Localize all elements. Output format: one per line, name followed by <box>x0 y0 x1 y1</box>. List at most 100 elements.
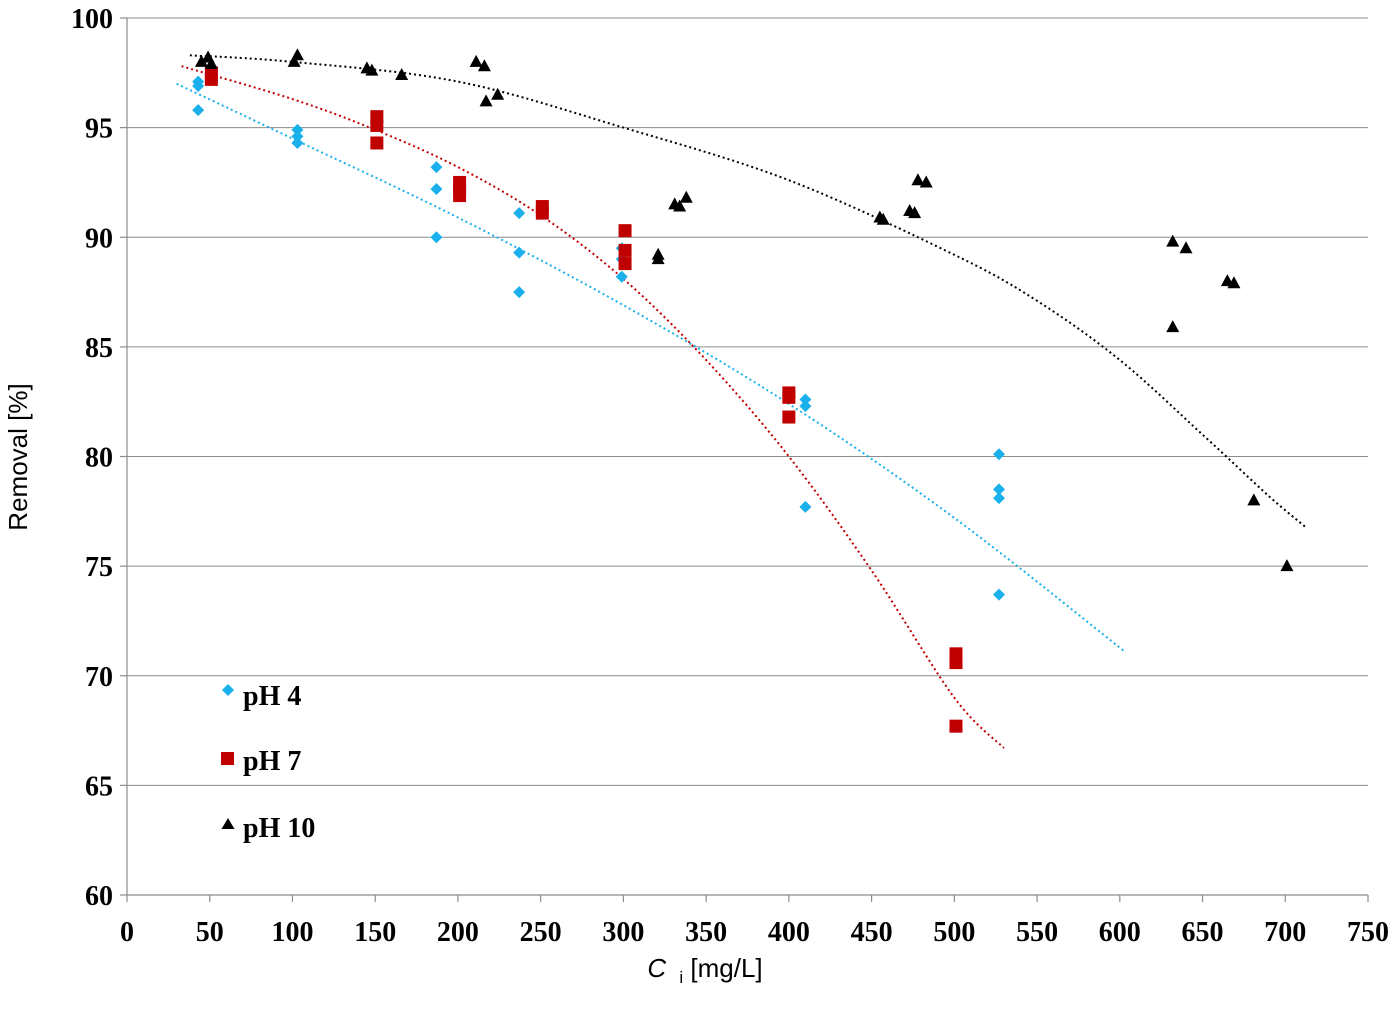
x-tick-label-450: 450 <box>851 917 893 948</box>
point-series-0-6 <box>430 161 443 174</box>
y-tick-label-85: 85 <box>85 333 113 364</box>
y-tick-label-100: 100 <box>71 4 113 35</box>
trendline-series-1 <box>181 65 1005 749</box>
point-series-2-29 <box>1280 559 1294 572</box>
legend-label-ph10: pH 10 <box>243 813 315 844</box>
point-series-1-12 <box>618 257 632 271</box>
point-series-0-7 <box>430 183 443 196</box>
y-tick-label-90: 90 <box>85 223 113 254</box>
legend: pH 4 pH 7 pH 10 <box>221 681 315 844</box>
legend-item-ph4: pH 4 <box>222 681 301 712</box>
x-tick-label-100: 100 <box>271 917 313 948</box>
point-series-0-20 <box>993 492 1006 505</box>
y-tick-label-75: 75 <box>85 552 113 583</box>
trendline-series-2 <box>189 54 1306 528</box>
legend-item-ph10: pH 10 <box>221 813 315 844</box>
legend-label-ph7: pH 7 <box>243 746 301 777</box>
point-series-0-10 <box>513 246 526 259</box>
point-series-2-27 <box>1227 276 1241 289</box>
y-tick-label-60: 60 <box>85 881 113 912</box>
x-tick-label-400: 400 <box>768 917 810 948</box>
legend-marker-square <box>221 752 234 765</box>
point-series-0-3 <box>291 123 304 136</box>
point-series-0-1 <box>192 79 205 92</box>
point-series-0-16 <box>799 400 812 413</box>
data-points <box>192 48 1294 733</box>
point-series-1-15 <box>782 410 796 424</box>
x-tick-label-250: 250 <box>520 917 562 948</box>
point-series-1-17 <box>949 656 963 670</box>
point-series-2-25 <box>1179 241 1193 254</box>
x-tick-label-750: 750 <box>1347 917 1389 948</box>
x-tick-label-550: 550 <box>1016 917 1058 948</box>
point-series-2-21 <box>911 173 925 186</box>
point-series-0-5 <box>291 136 304 149</box>
y-axis-title: Removal [%] <box>3 383 33 530</box>
point-series-2-23 <box>1166 234 1180 247</box>
x-tick-label-150: 150 <box>354 917 396 948</box>
point-series-2-7 <box>395 68 409 81</box>
x-axis-title-unit: [mg/L] <box>690 953 762 983</box>
x-tick-label-50: 50 <box>196 917 224 948</box>
point-series-2-8 <box>469 54 483 67</box>
point-series-1-18 <box>949 719 963 733</box>
point-series-0-15 <box>799 393 812 406</box>
legend-marker-triangle <box>221 818 235 829</box>
x-axis-title: C i [mg/L] <box>647 953 762 989</box>
point-series-1-1 <box>204 72 218 86</box>
legend-item-ph7: pH 7 <box>221 746 301 777</box>
x-axis-title-variable: C <box>647 953 666 983</box>
point-series-0-14 <box>615 270 628 283</box>
point-series-0-9 <box>513 207 526 220</box>
point-series-2-2 <box>204 57 218 70</box>
point-series-2-20 <box>908 206 922 219</box>
point-series-2-6 <box>365 63 379 76</box>
point-series-0-17 <box>799 500 812 513</box>
point-series-0-11 <box>513 286 526 299</box>
y-tick-label-80: 80 <box>85 443 113 474</box>
x-tick-label-0: 0 <box>120 917 134 948</box>
point-series-2-0 <box>194 54 208 67</box>
point-series-2-4 <box>290 48 304 61</box>
x-tick-label-700: 700 <box>1264 917 1306 948</box>
point-series-2-13 <box>651 252 665 265</box>
point-series-2-18 <box>876 212 890 225</box>
point-series-2-3 <box>287 54 301 67</box>
point-series-0-8 <box>430 231 443 244</box>
point-series-1-14 <box>782 390 796 404</box>
point-series-0-21 <box>993 588 1006 601</box>
point-series-0-19 <box>993 483 1006 496</box>
point-series-1-10 <box>618 224 632 238</box>
point-series-2-28 <box>1247 493 1261 506</box>
x-tick-label-200: 200 <box>437 917 479 948</box>
x-tick-label-500: 500 <box>933 917 975 948</box>
point-series-2-22 <box>919 175 933 188</box>
y-tick-label-95: 95 <box>85 114 113 145</box>
point-series-1-7 <box>453 189 467 203</box>
x-tick-label-300: 300 <box>602 917 644 948</box>
point-series-2-9 <box>477 59 491 72</box>
x-tick-label-600: 600 <box>1099 917 1141 948</box>
point-series-0-2 <box>192 104 205 117</box>
axes <box>120 17 1369 902</box>
y-tick-label-65: 65 <box>85 771 113 802</box>
point-series-2-10 <box>479 94 493 107</box>
point-series-2-24 <box>1166 320 1180 333</box>
x-tick-label-650: 650 <box>1182 917 1224 948</box>
legend-label-ph4: pH 4 <box>243 681 301 712</box>
point-series-2-15 <box>673 199 687 212</box>
point-series-1-4 <box>370 136 384 150</box>
point-series-2-16 <box>679 190 693 203</box>
point-series-0-4 <box>291 130 304 143</box>
point-series-2-11 <box>491 87 505 100</box>
point-series-1-3 <box>370 118 384 132</box>
trendlines <box>176 54 1306 749</box>
point-series-1-9 <box>535 206 549 220</box>
point-series-1-11 <box>618 243 632 257</box>
x-axis-title-subscript: i <box>679 968 683 987</box>
y-tick-label-70: 70 <box>85 662 113 693</box>
x-tick-label-350: 350 <box>685 917 727 948</box>
legend-marker-diamond <box>222 684 234 696</box>
tick-labels: 60 65 70 75 80 85 90 95 100 0 50 100 150 200 250 300 350… <box>71 4 1389 948</box>
